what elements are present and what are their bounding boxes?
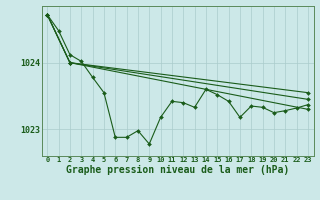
X-axis label: Graphe pression niveau de la mer (hPa): Graphe pression niveau de la mer (hPa) — [66, 165, 289, 175]
